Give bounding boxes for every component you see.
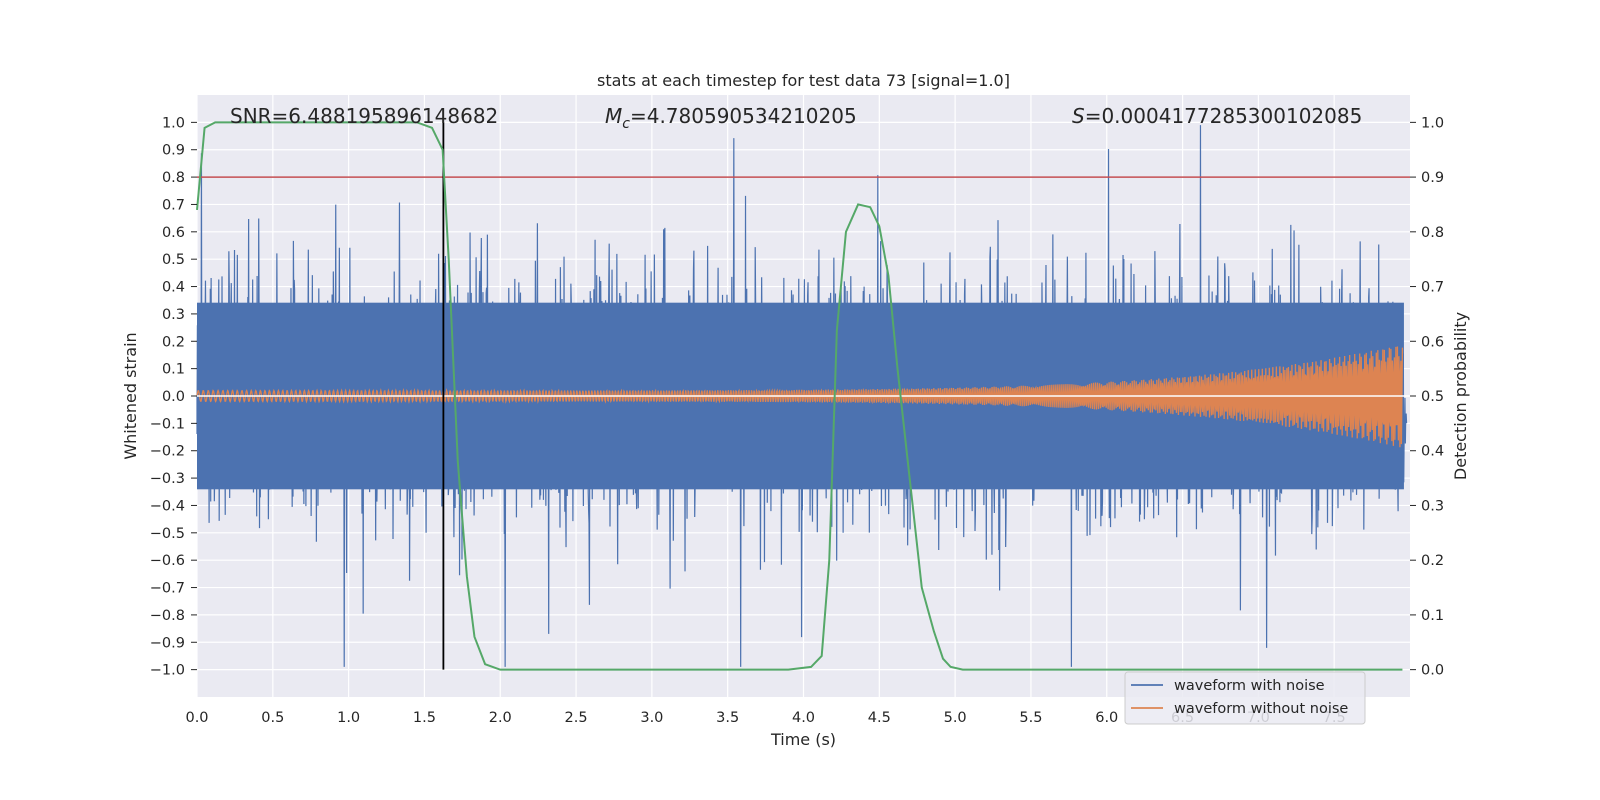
y-tick-label: −0.8 — [150, 608, 185, 624]
y2-tick-label: 0.0 — [1421, 663, 1444, 679]
x-tick-label: 0.5 — [261, 710, 284, 726]
y-tick-label: 0.1 — [162, 362, 185, 378]
y-tick-label: 0.9 — [162, 143, 185, 159]
y2-tick-label: 0.6 — [1421, 334, 1444, 350]
y-tick-label: −0.6 — [150, 553, 185, 569]
x-tick-label: 5.0 — [944, 710, 967, 726]
x-tick-label: 4.5 — [868, 710, 891, 726]
y2-tick-label: 0.2 — [1421, 553, 1444, 569]
legend-box — [1124, 671, 1366, 725]
legend: waveform with noise waveform without noi… — [1124, 671, 1366, 725]
y-tick-label: −0.3 — [150, 471, 185, 487]
annotation-s: S=0.0004177285300102085 — [1072, 104, 1362, 128]
x-tick-label: 1.0 — [337, 710, 360, 726]
annotation-chirp-mass: Mc=4.780590534210205 — [605, 104, 857, 132]
y2-tick-label: 0.3 — [1421, 498, 1444, 514]
y-tick-label: −0.2 — [150, 444, 185, 460]
y-tick-label: 0.2 — [162, 334, 185, 350]
y2-tick-label: 0.4 — [1421, 444, 1444, 460]
y-tick-label: 0.4 — [162, 280, 185, 296]
y-tick-label: −1.0 — [150, 663, 185, 679]
x-tick-label: 5.5 — [1019, 710, 1042, 726]
y2-tick-label: 0.7 — [1421, 280, 1444, 296]
y2-tick-label: 1.0 — [1421, 115, 1444, 131]
legend-label-clean: waveform without noise — [1174, 701, 1348, 717]
y-tick-label: 0.8 — [162, 170, 185, 186]
x-tick-label: 2.5 — [565, 710, 588, 726]
s-value: =0.0004177285300102085 — [1085, 104, 1363, 128]
y-tick-label: 0.7 — [162, 197, 185, 213]
y-tick-label: −0.9 — [150, 635, 185, 651]
y-tick-label: 0.0 — [162, 389, 185, 405]
legend-label-noise: waveform with noise — [1174, 678, 1325, 694]
y-tick-label: −0.7 — [150, 581, 185, 597]
mc-subscript: c — [622, 116, 630, 132]
x-tick-label: 3.5 — [716, 710, 739, 726]
x-tick-label: 6.0 — [1095, 710, 1118, 726]
y2-axis-label: Detection probability — [1451, 312, 1470, 480]
y2-tick-label: 0.9 — [1421, 170, 1444, 186]
s-symbol: S — [1072, 104, 1085, 128]
mc-value: =4.780590534210205 — [630, 104, 857, 128]
y-axis-label: Whitened strain — [121, 332, 140, 459]
annotation-snr: SNR=6.488195896148682 — [230, 104, 498, 128]
y2-tick-label: 0.5 — [1421, 389, 1444, 405]
y-tick-label: 1.0 — [162, 115, 185, 131]
chart-title: stats at each timestep for test data 73 … — [597, 71, 1010, 90]
y-tick-label: −0.1 — [150, 416, 185, 432]
mc-symbol: M — [605, 104, 622, 128]
y-tick-label: 0.6 — [162, 225, 185, 241]
x-axis-label: Time (s) — [770, 730, 836, 749]
y-tick-label: 0.5 — [162, 252, 185, 268]
y2-tick-label: 0.1 — [1421, 608, 1444, 624]
y2-tick-label: 0.8 — [1421, 225, 1444, 241]
series-waveform-without-noise — [196, 346, 1404, 448]
y-tick-label: −0.4 — [150, 498, 185, 514]
x-tick-label: 0.0 — [185, 710, 208, 726]
x-tick-label: 1.5 — [413, 710, 436, 726]
x-tick-label: 4.0 — [792, 710, 815, 726]
y-tick-label: −0.5 — [150, 526, 185, 542]
x-tick-label: 3.0 — [640, 710, 663, 726]
x-tick-label: 2.0 — [489, 710, 512, 726]
y-tick-label: 0.3 — [162, 307, 185, 323]
series-detection-probability — [196, 121, 1403, 671]
clean-trace — [196, 346, 1404, 448]
